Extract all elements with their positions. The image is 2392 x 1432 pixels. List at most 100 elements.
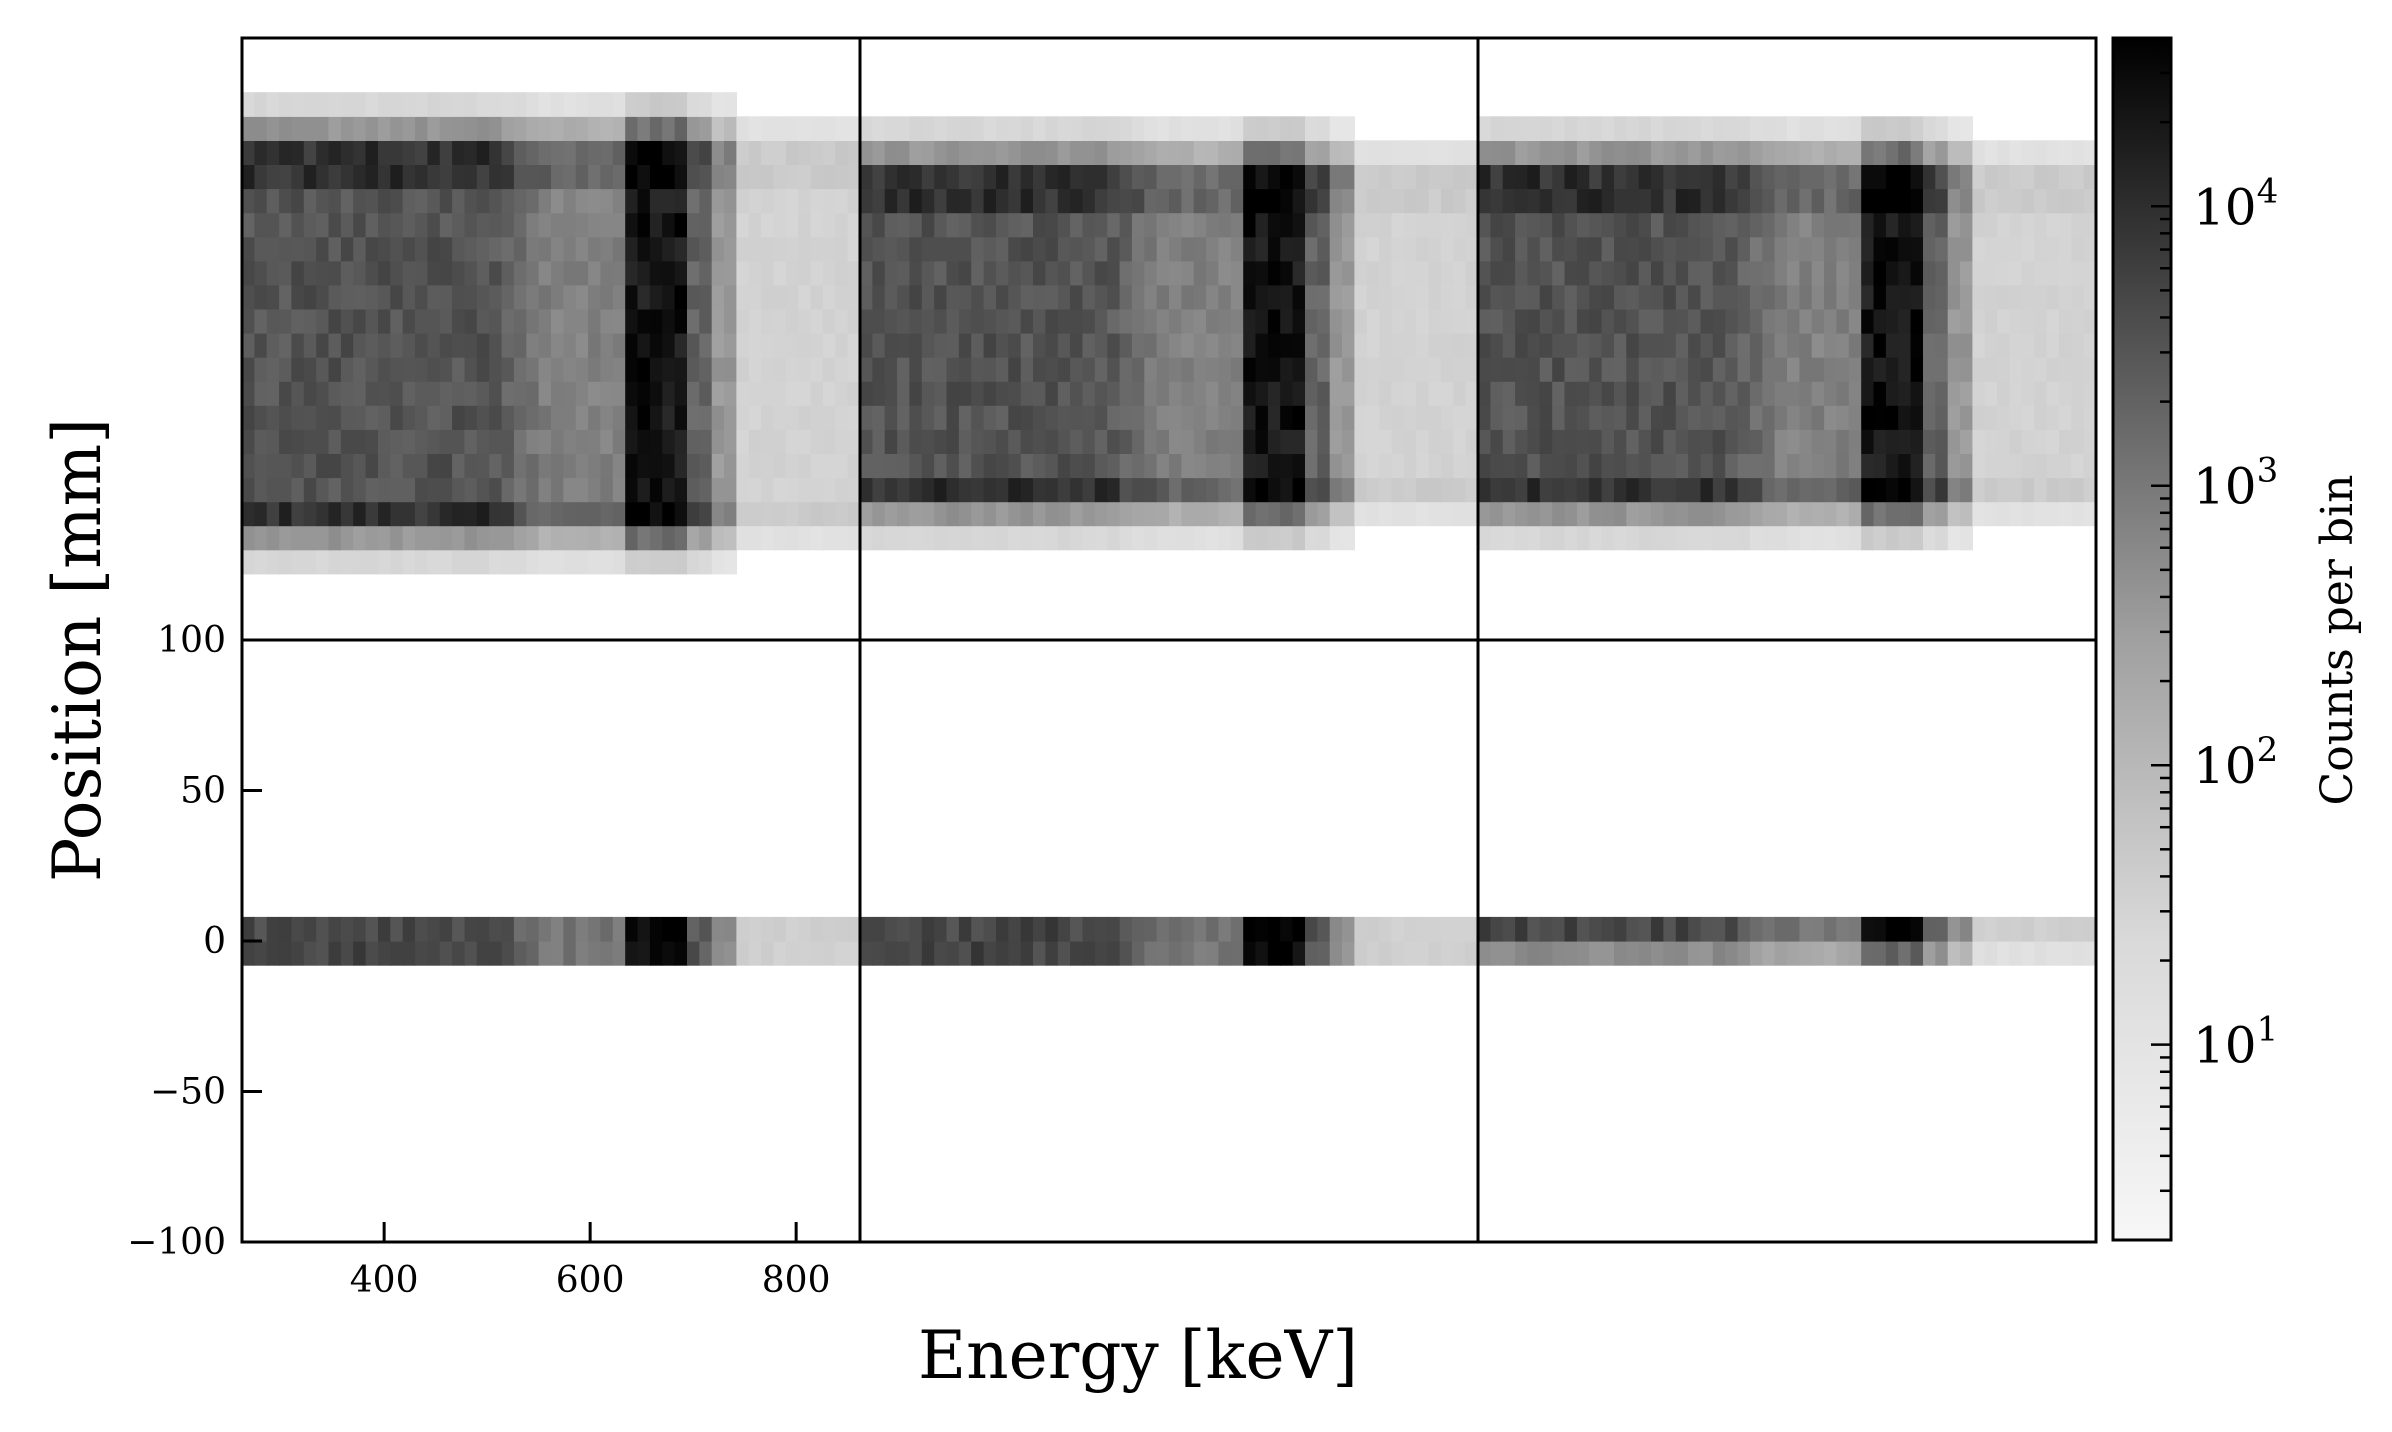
heatmap-cell [736, 501, 750, 527]
heatmap-cell [1799, 308, 1813, 334]
heatmap-cell [1984, 236, 1998, 262]
heatmap-cell [600, 284, 614, 310]
heatmap-cell [946, 260, 960, 286]
heatmap-cell [860, 477, 873, 503]
heatmap-cell [279, 92, 293, 117]
heatmap-cell [1576, 525, 1590, 551]
heatmap-cell [242, 405, 255, 430]
heatmap-cell [996, 284, 1009, 310]
heatmap-cell [1292, 941, 1306, 966]
heatmap-cell [563, 236, 577, 262]
heatmap-cell [402, 236, 416, 262]
heatmap-cell [884, 284, 898, 310]
heatmap-cell [291, 116, 305, 141]
heatmap-cell [1848, 405, 1862, 430]
heatmap-cell [1539, 916, 1553, 942]
heatmap-cell [897, 525, 911, 551]
heatmap-cell [1156, 916, 1170, 942]
heatmap-cell [1094, 381, 1108, 406]
heatmap-cell [2046, 333, 2060, 358]
heatmap-cell [538, 501, 552, 527]
heatmap-cell [266, 308, 280, 334]
heatmap-cell [1960, 164, 1973, 190]
heatmap-cell [365, 236, 379, 262]
heatmap-cell [1379, 236, 1393, 262]
heatmap-cell [674, 453, 688, 479]
heatmap-cell [1601, 260, 1615, 286]
heatmap-cell [1317, 381, 1331, 406]
heatmap-cell [1280, 357, 1294, 382]
heatmap-cell [1984, 333, 1998, 358]
heatmap-cell [1342, 116, 1355, 141]
heatmap-cell [674, 116, 688, 141]
heatmap-cell [761, 188, 775, 214]
heatmap-cell [1465, 260, 1479, 286]
heatmap-cell [2021, 333, 2035, 358]
heatmap-cell [1070, 477, 1084, 503]
heatmap-cell [2083, 941, 2097, 966]
heatmap-cell [1440, 453, 1454, 479]
heatmap-cell [2071, 164, 2085, 190]
heatmap-cell [1712, 164, 1726, 190]
heatmap-cell [1564, 477, 1578, 503]
heatmap-cell [1342, 164, 1355, 190]
heatmap-cell [551, 453, 564, 479]
heatmap-cell [835, 477, 849, 503]
heatmap-cell [242, 116, 255, 141]
heatmap-cell [1762, 501, 1776, 527]
heatmap-cell [1836, 333, 1850, 358]
heatmap-cell [254, 308, 268, 334]
heatmap-cell [1181, 260, 1195, 286]
heatmap-cell [2046, 236, 2060, 262]
heatmap-cell [1601, 164, 1615, 190]
heatmap-cell [1070, 236, 1084, 262]
heatmap-cell [464, 549, 478, 575]
heatmap-cell [1601, 236, 1615, 262]
heatmap-cell [625, 501, 639, 527]
heatmap-cell [353, 405, 367, 430]
heatmap-cell [1960, 916, 1973, 942]
heatmap-cell [575, 116, 589, 141]
heatmap-cell [452, 260, 466, 286]
heatmap-cell [365, 116, 379, 141]
heatmap-cell [1960, 308, 1973, 334]
heatmap-cell [1033, 260, 1046, 286]
heatmap-cell [773, 916, 787, 942]
heatmap-cell [340, 381, 354, 406]
heatmap-cell [2034, 284, 2048, 310]
heatmap-cell [1811, 381, 1825, 406]
heatmap-cell [983, 260, 997, 286]
heatmap-cell [649, 188, 663, 214]
heatmap-cell [254, 549, 268, 575]
heatmap-cell [1045, 477, 1059, 503]
heatmap-cell [600, 140, 614, 165]
heatmap-cell [1465, 284, 1479, 310]
heatmap-cell [1181, 357, 1195, 382]
heatmap-cell [1861, 284, 1875, 310]
y-tick-label: 50 [180, 771, 226, 812]
heatmap-cell [2058, 477, 2072, 503]
heatmap-cell [1663, 525, 1677, 551]
heatmap-cell [563, 525, 577, 551]
heatmap-cell [785, 333, 799, 358]
heatmap-cell [1366, 916, 1380, 942]
heatmap-cell [1997, 477, 2011, 503]
heatmap-cell [242, 92, 255, 117]
heatmap-cell [1391, 429, 1405, 454]
heatmap-cell [1515, 116, 1529, 141]
heatmap-cell [1861, 116, 1875, 141]
heatmap-cell [266, 260, 280, 286]
heatmap-cell [736, 453, 750, 479]
heatmap-cell [1119, 357, 1133, 382]
heatmap-cell [513, 405, 527, 430]
heatmap-cell [1193, 477, 1207, 503]
heatmap-cell [2058, 429, 2072, 454]
heatmap-cell [1280, 405, 1294, 430]
heatmap-cell [316, 116, 330, 141]
heatmap-cell [1947, 477, 1961, 503]
heatmap-cell [1564, 260, 1578, 286]
heatmap-cell [1070, 453, 1084, 479]
heatmap-cell [1688, 164, 1702, 190]
heatmap-cell [1997, 236, 2011, 262]
heatmap-cell [996, 333, 1009, 358]
